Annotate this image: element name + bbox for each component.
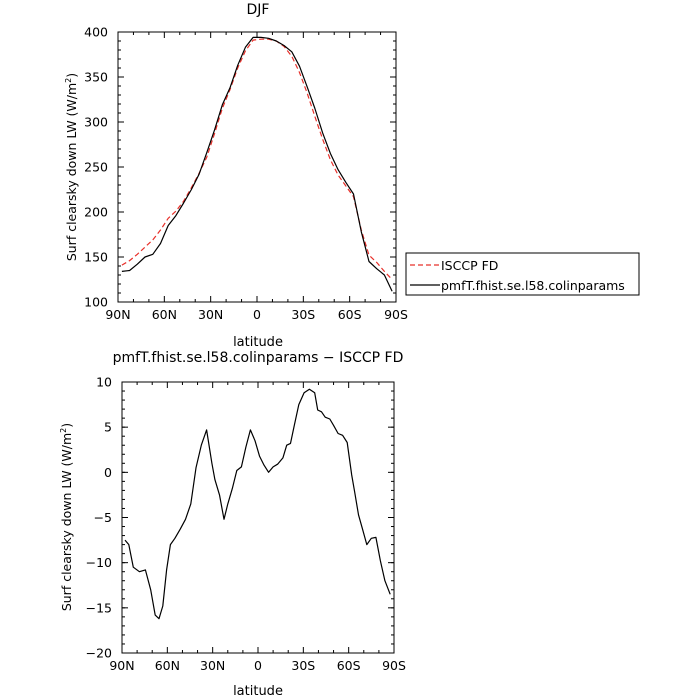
top-x-tick-label: 90S: [384, 307, 408, 322]
bottom-x-tick-label: 0: [254, 658, 262, 673]
top-y-tick-label: 250: [84, 160, 108, 175]
top-series-line-1: [121, 36, 393, 292]
top-y-tick-label: 300: [84, 115, 108, 130]
bottom-y-tick-label: −10: [86, 555, 112, 570]
top-y-tick-label: 100: [84, 295, 108, 310]
top-chart-y-axis-label-sup: 2: [64, 78, 73, 83]
top-chart-title: DJF: [247, 2, 270, 18]
bottom-x-tick-label: 90N: [109, 658, 134, 673]
legend-label-isccp: ISCCP FD: [441, 258, 498, 273]
top-y-tick-label: 200: [84, 205, 108, 220]
top-x-tick-label: 30N: [198, 307, 223, 322]
top-chart-x-axis-label: latitude: [233, 335, 283, 350]
bottom-x-tick-label: 60S: [337, 658, 361, 673]
top-y-tick-label: 150: [84, 250, 108, 265]
bottom-chart-y-axis-label-main: Surf clearsky down LW (W/m: [59, 433, 74, 611]
top-x-tick-label: 60N: [152, 307, 177, 322]
top-chart-legend: ISCCP FD pmfT.fhist.se.l58.colinparams: [405, 252, 640, 296]
bottom-y-tick-label: −20: [86, 646, 112, 661]
top-chart-y-axis-label-main: Surf clearsky down LW (W/m: [64, 83, 79, 261]
bottom-y-tick-label: 5: [104, 420, 112, 435]
bottom-chart: pmfT.fhist.se.l58.colinparams − ISCCP FD…: [59, 350, 406, 699]
bottom-chart-plot-frame: [121, 381, 395, 654]
bottom-chart-y-axis-label-close: ): [59, 423, 74, 428]
bottom-chart-title: pmfT.fhist.se.l58.colinparams − ISCCP FD: [113, 350, 404, 366]
bottom-y-tick-label: −15: [86, 600, 112, 615]
top-x-tick-label: 60S: [338, 307, 362, 322]
top-chart-series: [121, 36, 393, 292]
top-chart-plot-frame: [117, 31, 397, 303]
bottom-x-tick-label: 30N: [200, 658, 225, 673]
bottom-chart-ticks: 90N 60N 30N 0 30S 60S 90S −20 −15 −10 −5 0 5 10: [86, 375, 406, 674]
bottom-y-tick-label: −5: [94, 510, 112, 525]
top-chart-y-axis-label: Surf clearsky down LW (W/m2): [64, 73, 79, 261]
top-chart-ticks: 90N 60N 30N 0 30S 60S 90S 100 150 200 250 300 350 400: [84, 25, 408, 323]
bottom-chart-series: [124, 388, 391, 620]
top-x-tick-label: 0: [253, 307, 261, 322]
bottom-y-tick-label: 0: [104, 465, 112, 480]
bottom-x-tick-label: 60N: [155, 658, 180, 673]
bottom-series-line-0: [124, 388, 391, 620]
bottom-y-tick-label: 10: [96, 375, 112, 390]
legend-label-model: pmfT.fhist.se.l58.colinparams: [441, 278, 625, 293]
bottom-chart-y-axis-label: Surf clearsky down LW (W/m2): [59, 423, 74, 611]
bottom-x-tick-label: 30S: [291, 658, 315, 673]
top-series-line-0: [121, 38, 393, 280]
top-chart-y-axis-label-close: ): [64, 73, 79, 78]
top-y-tick-label: 350: [84, 70, 108, 85]
bottom-chart-x-axis-label: latitude: [233, 684, 283, 699]
bottom-x-tick-label: 90S: [382, 658, 406, 673]
top-x-tick-label: 90N: [105, 307, 130, 322]
top-chart: DJF 90N 60N 30N 0 30S 60S 90S 100 150 200 250 300 35…: [64, 2, 640, 350]
bottom-chart-y-axis-label-sup: 2: [59, 428, 68, 433]
top-y-tick-label: 400: [84, 25, 108, 40]
top-x-tick-label: 30S: [291, 307, 315, 322]
legend-box: [405, 252, 640, 296]
